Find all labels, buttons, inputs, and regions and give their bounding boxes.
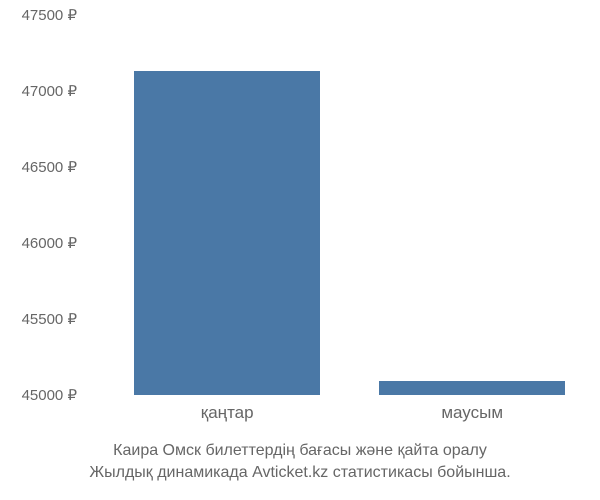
y-tick-label: 47000 ₽ [22,82,77,100]
x-tick-label: маусым [441,403,503,423]
caption-line-1: Каира Омск билеттердің бағасы және қайта… [0,440,600,462]
y-tick-label: 45000 ₽ [22,386,77,404]
chart-plot-area [90,15,580,395]
chart-caption: Каира Омск билеттердің бағасы және қайта… [0,440,600,485]
bar [134,71,320,395]
caption-line-2: Жылдық динамикада Avticket.kz статистика… [0,462,600,484]
x-tick-label: қаңтар [201,403,254,423]
y-tick-label: 45500 ₽ [22,310,77,328]
y-axis: 45000 ₽45500 ₽46000 ₽46500 ₽47000 ₽47500… [0,15,85,395]
bars-container [90,15,580,395]
y-tick-label: 46000 ₽ [22,234,77,252]
x-axis-labels: қаңтар маусым [90,403,580,431]
y-tick-label: 46500 ₽ [22,158,77,176]
y-tick-label: 47500 ₽ [22,6,77,24]
bar [379,381,565,395]
